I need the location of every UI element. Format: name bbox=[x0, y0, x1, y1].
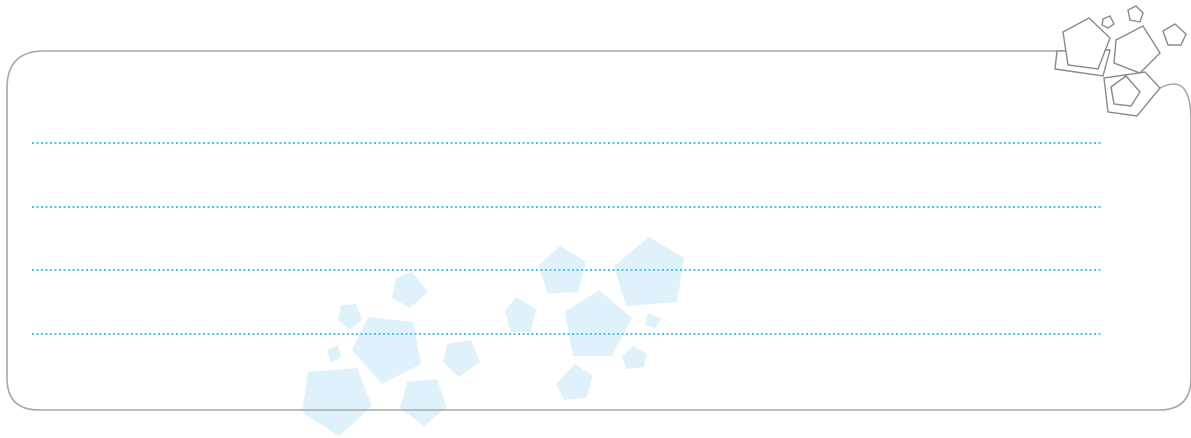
outline-pentagon bbox=[1062, 17, 1111, 70]
light-pentagon bbox=[392, 272, 428, 308]
outline-pentagon bbox=[1113, 25, 1161, 74]
light-pentagon bbox=[556, 364, 593, 400]
light-pentagon bbox=[352, 317, 421, 384]
corner-pentagon-decoration bbox=[1054, 5, 1187, 117]
light-pentagon bbox=[614, 237, 684, 306]
outline-pentagon bbox=[1127, 5, 1144, 23]
card-border bbox=[6, 50, 1191, 411]
light-pentagon bbox=[443, 340, 480, 377]
outline-pentagon bbox=[1162, 23, 1187, 46]
light-pentagon bbox=[622, 346, 647, 369]
light-pentagon bbox=[400, 379, 447, 426]
light-pentagon bbox=[327, 345, 341, 363]
light-pentagon bbox=[565, 290, 632, 356]
light-pentagon bbox=[538, 246, 586, 294]
light-pentagon bbox=[505, 297, 536, 332]
outline-pentagon bbox=[1101, 15, 1115, 29]
light-pentagon-decoration bbox=[302, 237, 684, 436]
light-pentagon bbox=[302, 368, 372, 436]
writing-lines bbox=[32, 142, 1103, 335]
light-pentagon bbox=[338, 304, 362, 330]
outline-pentagon bbox=[1110, 75, 1141, 107]
light-pentagon bbox=[645, 313, 661, 328]
